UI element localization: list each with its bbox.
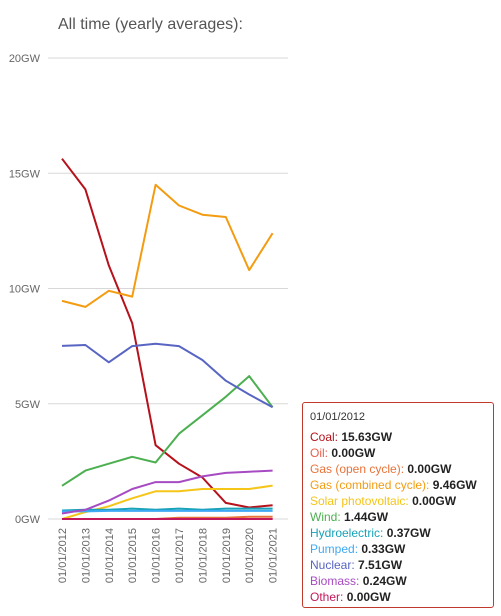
- tooltip-row: Other: 0.00GW: [310, 589, 486, 605]
- chart-title: All time (yearly averages):: [58, 16, 243, 33]
- tooltip-series-label: Wind:: [310, 510, 341, 524]
- tooltip-series-value: 0.00GW: [328, 446, 376, 460]
- y-tick-label: 0GW: [15, 514, 41, 526]
- tooltip-series-value: 7.51GW: [354, 558, 403, 572]
- x-tick-label: 01/01/2014: [104, 528, 116, 583]
- x-tick-label: 01/01/2021: [268, 528, 280, 583]
- tooltip-rows: Coal: 15.63GW Oil: 0.00GW Gas (open cycle)…: [310, 429, 486, 605]
- y-tick-label: 5GW: [15, 399, 41, 411]
- series-line-coal: [61, 158, 273, 509]
- x-tick-label: 01/01/2012: [57, 528, 69, 583]
- series-line-wind: [61, 375, 274, 487]
- tooltip-series-value: 0.37GW: [383, 526, 431, 540]
- tooltip-series-label: Solar photovoltaic:: [310, 494, 409, 508]
- series-line-gas-combined-cycle: [61, 183, 274, 308]
- tooltip-series-value: 1.44GW: [340, 510, 389, 524]
- tooltip-series-label: Biomass:: [310, 574, 360, 588]
- tooltip-date: 01/01/2012: [310, 411, 366, 423]
- tooltip-series-value: 0.00GW: [404, 462, 452, 476]
- x-tick-label: 01/01/2016: [151, 528, 163, 583]
- tooltip-row: Biomass: 0.24GW: [310, 573, 486, 589]
- tooltip-series-value: 0.24GW: [359, 574, 407, 588]
- x-tick-label: 01/01/2019: [221, 528, 233, 583]
- x-tick-label: 01/01/2013: [80, 528, 92, 583]
- tooltip-row: Gas (combined cycle): 9.46GW: [310, 477, 486, 493]
- tooltip-row: Hydroelectric: 0.37GW: [310, 525, 486, 541]
- y-tick-label: 10GW: [9, 284, 41, 296]
- tooltip-series-value: 0.00GW: [343, 590, 391, 604]
- y-tick-label: 20GW: [9, 53, 41, 65]
- tooltip-series-label: Gas (open cycle):: [310, 462, 405, 476]
- series-line-solar-photovoltaic: [61, 484, 273, 520]
- tooltip-series-label: Hydroelectric:: [310, 526, 384, 540]
- tooltip-series-label: Other:: [310, 590, 344, 604]
- y-tick-label: 15GW: [9, 168, 41, 180]
- series-line-hydroelectric: [61, 507, 273, 512]
- tooltip-row: Nuclear: 7.51GW: [310, 557, 486, 573]
- tooltip-series-label: Oil:: [310, 446, 328, 460]
- tooltip-row: Coal: 15.63GW: [310, 429, 486, 445]
- tooltip-row: Solar photovoltaic: 0.00GW: [310, 493, 486, 509]
- x-tick-label: 01/01/2017: [174, 528, 186, 583]
- x-tick-label: 01/01/2020: [244, 528, 256, 583]
- tooltip-row: Gas (open cycle): 0.00GW: [310, 461, 486, 477]
- tooltip-series-label: Gas (combined cycle):: [310, 478, 430, 492]
- data-tooltip: 01/01/2012 Coal: 15.63GW Oil: 0.00GW Gas (…: [302, 402, 494, 608]
- x-tick-label: 01/01/2015: [127, 528, 139, 583]
- tooltip-series-label: Nuclear:: [310, 558, 355, 572]
- tooltip-series-value: 0.33GW: [358, 542, 406, 556]
- tooltip-series-value: 9.46GW: [429, 478, 477, 492]
- tooltip-series-label: Pumped:: [310, 542, 359, 556]
- series-line-pumped: [62, 509, 273, 513]
- tooltip-series-label: Coal:: [310, 430, 339, 444]
- tooltip-row: Oil: 0.00GW: [310, 445, 486, 461]
- tooltip-series-value: 0.00GW: [408, 494, 457, 508]
- tooltip-series-value: 15.63GW: [338, 430, 393, 444]
- tooltip-row: Wind: 1.44GW: [310, 509, 486, 525]
- tooltip-row: Pumped: 0.33GW: [310, 541, 486, 557]
- series-line-biomass: [61, 469, 273, 515]
- series-line-nuclear: [61, 342, 274, 409]
- x-tick-label: 01/01/2018: [197, 528, 209, 583]
